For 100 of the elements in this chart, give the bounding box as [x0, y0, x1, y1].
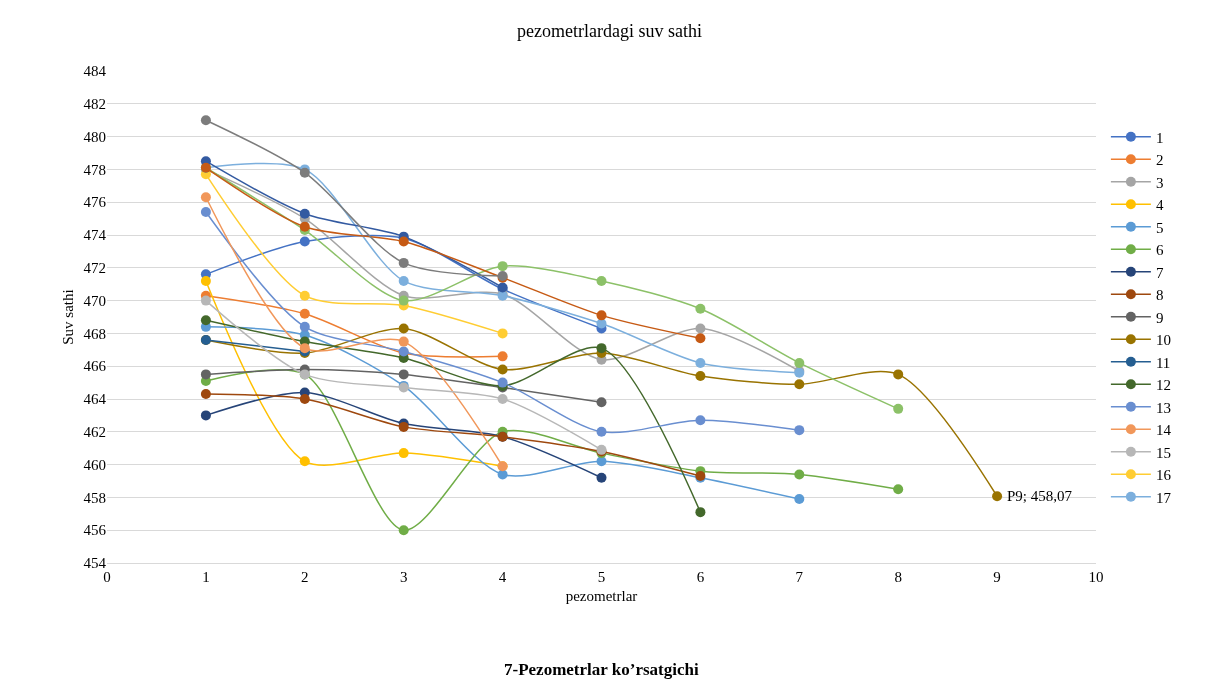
y-tick-label: 482 — [83, 96, 106, 113]
legend-label: 5 — [1155, 219, 1164, 236]
point — [497, 394, 508, 404]
point — [596, 426, 607, 437]
legend-label: 8 — [1155, 287, 1164, 304]
chart-title: pezometrlardagi suv sathi — [517, 20, 702, 41]
point — [398, 257, 409, 268]
y-tick-label: 458 — [83, 489, 106, 506]
legend-label: 12 — [1155, 377, 1171, 394]
y-tick-label: 468 — [83, 325, 106, 342]
point — [299, 208, 310, 219]
point — [794, 357, 805, 368]
x-tick-label: 5 — [597, 569, 606, 585]
point — [200, 295, 211, 306]
point — [398, 275, 409, 286]
x-tick-label: 9 — [993, 569, 1001, 585]
point — [200, 207, 211, 218]
point — [695, 323, 706, 334]
legend-label: 14 — [1155, 422, 1172, 439]
x-tick-label: 7 — [795, 569, 804, 585]
point — [200, 389, 211, 400]
legend-label: 2 — [1155, 152, 1164, 169]
point — [398, 336, 409, 347]
annotation: P9; 458,07 — [1007, 488, 1073, 504]
point — [299, 308, 310, 319]
point — [893, 484, 904, 495]
y-tick-label: 480 — [83, 128, 106, 145]
point — [398, 295, 409, 306]
point — [893, 369, 904, 380]
point — [794, 425, 805, 436]
x-tick-label: 0 — [103, 569, 111, 585]
y-tick-label: 456 — [83, 522, 107, 539]
y-tick-label: 474 — [83, 227, 107, 244]
point — [497, 351, 508, 362]
legend-label: 17 — [1155, 489, 1172, 506]
point — [695, 357, 706, 368]
point — [200, 410, 211, 421]
point — [596, 397, 607, 408]
legend-label: 3 — [1155, 174, 1164, 191]
point — [695, 415, 706, 426]
point — [398, 323, 409, 334]
y-tick-label: 466 — [83, 358, 107, 375]
point — [695, 333, 706, 344]
y-tick-label: 454 — [83, 555, 107, 572]
legend-label: 13 — [1155, 399, 1171, 416]
point — [398, 525, 409, 536]
point — [200, 315, 211, 326]
point — [695, 507, 706, 518]
point — [200, 192, 211, 203]
y-tick-label: 470 — [83, 292, 106, 309]
point — [299, 456, 310, 467]
y-axis-title: Suv sathi — [59, 289, 76, 345]
legend-label: 10 — [1155, 332, 1171, 349]
y-tick-label: 464 — [83, 391, 107, 408]
legend-label: 15 — [1155, 444, 1171, 461]
point — [200, 275, 211, 286]
y-tick-label: 476 — [83, 194, 107, 211]
point — [497, 261, 508, 272]
point — [596, 275, 607, 286]
x-tick-label: 10 — [1088, 569, 1104, 585]
point — [299, 290, 310, 301]
point — [497, 364, 508, 375]
x-tick-label: 6 — [696, 569, 705, 585]
legend-label: 16 — [1155, 467, 1172, 484]
point — [200, 115, 211, 126]
point — [299, 221, 310, 232]
point — [794, 379, 805, 390]
point — [497, 328, 508, 339]
y-tick-label: 472 — [83, 260, 106, 277]
x-axis-title: pezometrlar — [565, 588, 638, 604]
x-tick-label: 4 — [498, 569, 507, 585]
point — [299, 236, 310, 247]
point — [596, 310, 607, 321]
legend-label: 7 — [1155, 264, 1164, 281]
point — [893, 403, 904, 414]
point — [200, 369, 211, 380]
legend-label: 9 — [1155, 309, 1164, 326]
y-tick-label: 484 — [83, 63, 107, 80]
y-tick-label: 462 — [83, 424, 106, 441]
legend-label: 4 — [1155, 197, 1164, 214]
point — [299, 394, 310, 404]
point — [794, 494, 805, 505]
point — [992, 491, 1003, 502]
y-tick-label: 460 — [83, 456, 106, 473]
x-tick-label: 2 — [301, 569, 309, 585]
legend-label: 11 — [1155, 354, 1171, 371]
text: 7-Pezometrlar ko’rsatgichi — [504, 660, 699, 679]
point — [398, 369, 409, 380]
y-tick-label: 478 — [83, 161, 106, 178]
point — [596, 343, 607, 354]
point — [695, 371, 706, 382]
point — [794, 469, 805, 480]
x-tick-label: 1 — [202, 569, 210, 585]
x-tick-label: 8 — [894, 569, 902, 585]
point — [299, 321, 310, 332]
point — [596, 472, 607, 483]
point — [398, 448, 409, 459]
legend-label: 1 — [1155, 129, 1164, 146]
x-tick-label: 3 — [399, 569, 408, 585]
point — [695, 303, 706, 314]
